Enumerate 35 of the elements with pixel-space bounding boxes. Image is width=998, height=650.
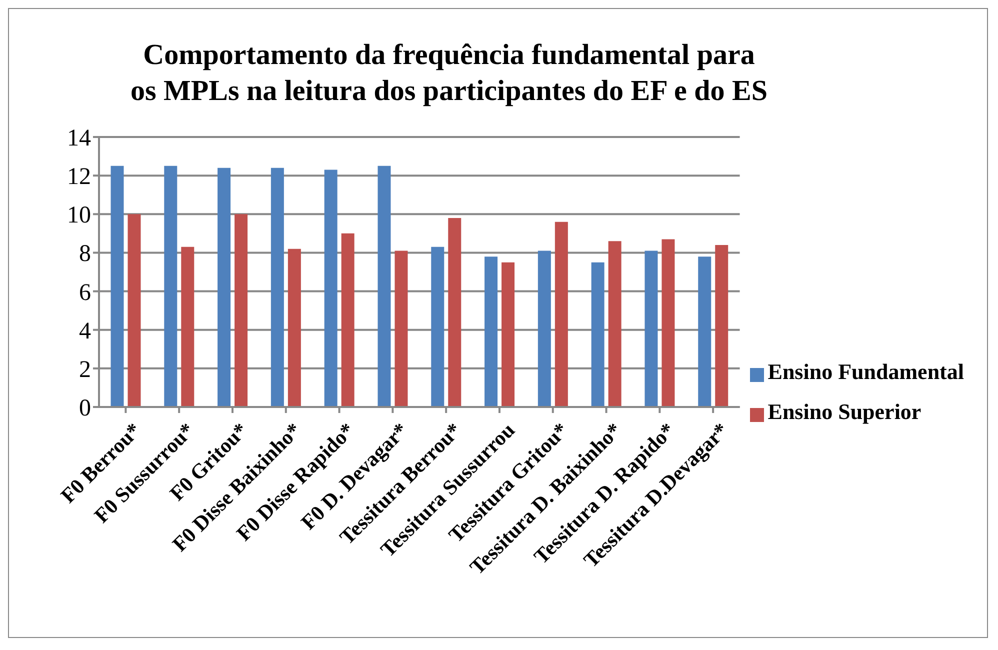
bar [181, 246, 194, 407]
bar [234, 214, 248, 407]
legend-label: Ensino Superior [768, 399, 922, 424]
y-tick-label: 10 [67, 202, 91, 229]
bar [218, 168, 231, 407]
bar [324, 170, 338, 407]
bar [288, 248, 301, 407]
bar [554, 222, 568, 407]
y-tick-label: 0 [79, 396, 91, 422]
bar [110, 166, 124, 407]
y-tick-label: 4 [79, 318, 91, 344]
bar [608, 241, 622, 407]
bar [378, 166, 391, 407]
bar [270, 168, 284, 407]
bar [128, 214, 141, 407]
y-tick-label: 6 [79, 280, 91, 306]
y-tick-label: 14 [67, 126, 91, 152]
bar [538, 250, 551, 407]
bar [502, 262, 515, 407]
y-tick-label: 8 [79, 241, 91, 268]
bar [484, 256, 498, 407]
chart-title: Comportamento da frequência fundamental para os MPLs na leitura dos participantes do EF e do ES [130, 38, 768, 109]
bar [341, 233, 354, 407]
bar [715, 245, 728, 407]
bar [698, 256, 712, 407]
bar [431, 246, 444, 407]
legend-label: Ensino Fundamental [768, 359, 964, 384]
bar [448, 218, 462, 407]
bar [662, 239, 675, 407]
bar [591, 262, 604, 407]
y-tick-label: 2 [79, 356, 91, 383]
bar [164, 166, 178, 407]
bar [394, 250, 408, 407]
bar [644, 250, 658, 407]
y-tick-label: 12 [67, 164, 91, 190]
